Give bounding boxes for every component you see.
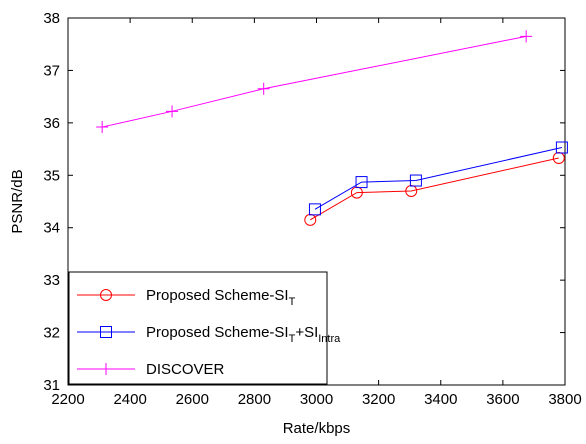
legend-label: DISCOVER xyxy=(146,361,225,378)
axis-ticks: 2200 2400 2600 2800 3000 3200 3400 3600 3800 31 32… xyxy=(43,10,581,408)
series-line xyxy=(102,35,527,128)
square-marker xyxy=(100,326,112,338)
square-marker xyxy=(409,174,422,187)
plus-marker xyxy=(96,121,109,134)
circle-marker xyxy=(552,151,565,164)
legend-label: Proposed Scheme-SIT xyxy=(146,287,296,308)
x-tick-label: 3600 xyxy=(486,391,519,408)
x-tick-label: 3800 xyxy=(548,391,581,408)
y-tick-label: 34 xyxy=(43,220,60,237)
circle-marker xyxy=(350,186,363,199)
y-tick-label: 32 xyxy=(43,325,60,342)
plus-marker xyxy=(520,30,533,43)
y-tick-label: 35 xyxy=(43,167,60,184)
plus-marker xyxy=(100,363,112,375)
circle-marker xyxy=(405,185,418,198)
series-2 xyxy=(308,141,568,216)
legend-entry-3: DISCOVER xyxy=(77,361,225,378)
x-tick-label: 2800 xyxy=(238,391,271,408)
x-tick-label: 3400 xyxy=(424,391,457,408)
y-axis-label: PSNR/dB xyxy=(9,169,26,233)
x-tick-label: 2400 xyxy=(113,391,146,408)
series-line xyxy=(310,157,559,221)
series-1 xyxy=(304,151,565,226)
x-tick-label: 3200 xyxy=(362,391,395,408)
y-tick-label: 36 xyxy=(43,115,60,132)
series-3 xyxy=(96,30,533,134)
plus-marker xyxy=(257,82,270,95)
legend-entry-2: Proposed Scheme-SIT+SIIntra xyxy=(77,324,341,345)
x-tick-label: 2200 xyxy=(51,391,84,408)
x-tick-label: 2600 xyxy=(176,391,209,408)
square-marker xyxy=(308,203,321,216)
circle-marker xyxy=(304,213,317,226)
series-layer xyxy=(96,30,568,226)
x-tick-label: 3000 xyxy=(300,391,333,408)
square-marker xyxy=(355,176,368,189)
square-marker xyxy=(555,141,568,154)
legend-entry-1: Proposed Scheme-SIT xyxy=(77,287,296,308)
y-tick-label: 33 xyxy=(43,272,60,289)
circle-marker xyxy=(100,289,112,301)
series-line xyxy=(314,147,563,210)
legend: Proposed Scheme-SIT Proposed Scheme-SIT+S… xyxy=(68,271,341,385)
y-tick-label: 38 xyxy=(43,10,60,27)
plus-marker xyxy=(166,105,179,118)
y-tick-label: 31 xyxy=(43,377,60,394)
x-axis-label: Rate/kbps xyxy=(283,420,351,437)
legend-label: Proposed Scheme-SIT+SIIntra xyxy=(146,324,341,345)
y-tick-label: 37 xyxy=(43,62,60,79)
